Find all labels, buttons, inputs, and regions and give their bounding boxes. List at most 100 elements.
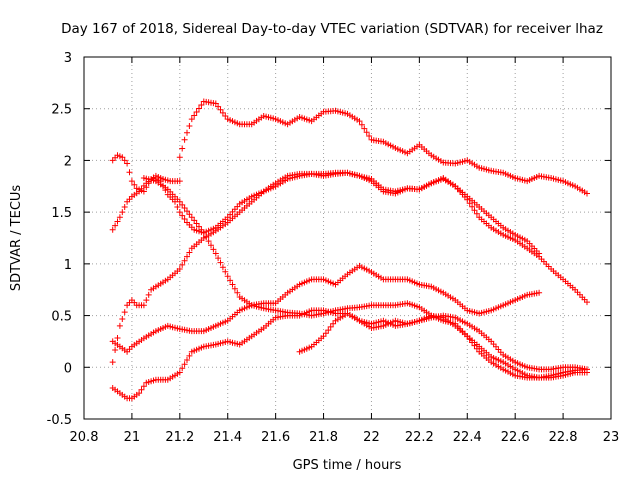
data-point [320,333,327,340]
data-point [584,299,590,306]
data-point [116,214,123,221]
data-point [469,203,476,210]
data-point [366,133,373,139]
data-point [179,365,186,372]
y-tick-label: 0 [64,361,72,376]
data-point [181,361,188,368]
data-point [198,102,205,108]
series-sat-e [109,169,543,366]
data-point [188,214,195,221]
data-point [215,103,222,110]
data-point [109,226,116,233]
data-point [179,201,186,208]
series-sat-d [140,175,590,381]
data-point [138,386,145,393]
data-point [116,322,123,329]
data-point [193,109,200,115]
data-point [198,226,205,233]
data-point [227,277,234,284]
data-point [179,212,186,219]
data-point [210,246,217,253]
x-tick-label: 21.6 [261,430,290,445]
data-point [361,125,368,132]
x-axis-label: GPS time / hours [293,458,402,473]
data-point [140,383,147,390]
data-point [176,198,183,205]
x-tick-label: 21 [124,430,141,445]
series-sat-c [109,152,183,195]
data-point [330,320,337,327]
data-point [128,178,135,185]
data-point [191,217,198,224]
axis-ticks: 20.8 21 21.2 21.4 21.6 21.8 22 22.2 22.4 22.6 22.8… [47,51,620,445]
data-point [109,359,116,366]
y-tick-label: 1 [64,258,72,273]
data-point [121,309,128,316]
data-point [222,268,229,275]
series-sat-f [109,262,543,355]
x-tick-label: 20.8 [70,430,99,445]
data-point [188,116,195,123]
data-point [119,209,126,216]
data-point [193,220,200,227]
data-point [126,169,133,176]
data-point [121,157,128,164]
x-tick-label: 22.6 [501,430,530,445]
data-point [217,259,224,266]
data-point [215,255,222,262]
data-point [174,204,181,210]
data-point [179,261,186,268]
data-point [212,250,219,257]
series-sat-g [109,307,590,402]
data-point [325,327,332,334]
x-tick-label: 21.4 [213,430,242,445]
x-tick-label: 22 [363,430,380,445]
data-point [181,136,188,143]
series-sat-h [296,310,590,381]
data-point [131,181,138,188]
data-point [176,266,183,272]
data-point [205,238,212,245]
data-point [584,190,590,197]
data-point [327,323,334,330]
plot-frame [83,56,612,420]
x-tick-label: 22.2 [405,430,434,445]
data-point [184,208,190,215]
data-point [184,253,190,260]
data-point [140,188,147,195]
data-point [179,145,186,152]
data-point [145,291,152,298]
data-point [219,109,226,116]
data-point [219,264,226,271]
series-sat-a [176,98,590,197]
data-point [181,216,188,222]
y-tick-label: 3 [64,51,72,66]
data-point [584,369,590,376]
y-tick-label: 2.5 [51,103,72,118]
data-point [208,242,214,249]
data-point [200,229,207,236]
y-tick-label: 1.5 [51,206,72,221]
data-point [322,330,329,337]
data-point [536,289,543,296]
data-point [143,184,150,191]
data-point [471,207,478,214]
data-point [121,204,128,210]
data-point [186,211,193,218]
data-point [186,249,193,256]
data-point [112,222,119,229]
data-point [356,118,363,125]
x-tick-label: 21.8 [309,430,338,445]
data-point [363,129,370,136]
data-point [217,106,224,113]
data-point [224,273,231,280]
y-tick-label: 2 [64,154,72,169]
data-point [234,289,241,296]
data-point [184,357,190,363]
y-axis-label: SDTVAR / TECUs [9,185,24,292]
data-point [181,257,188,264]
data-point [143,297,150,304]
data-point [176,369,183,376]
data-point [176,178,183,185]
data-point [140,302,147,309]
